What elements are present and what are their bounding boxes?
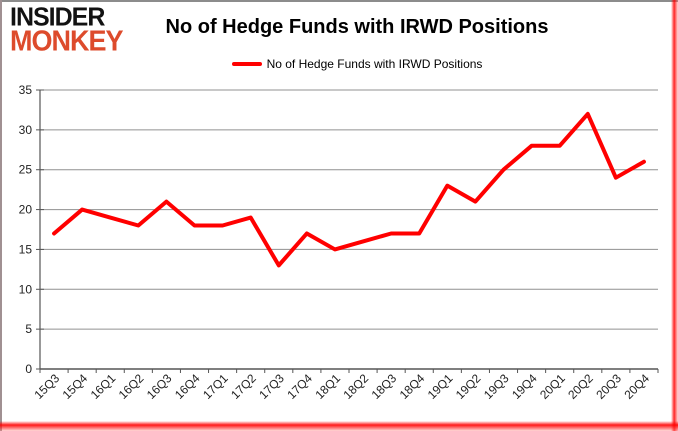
x-tick-label: 16Q3: [144, 371, 175, 402]
x-tick-label: 20Q3: [593, 371, 624, 402]
y-tick-label: 30: [19, 123, 33, 137]
legend-label: No of Hedge Funds with IRWD Positions: [266, 57, 483, 71]
y-tick-label: 5: [25, 322, 32, 336]
insider-monkey-logo: INSIDER MONKEY: [10, 2, 124, 57]
x-tick-label: 18Q2: [341, 371, 372, 402]
chart-title: No of Hedge Funds with IRWD Positions: [165, 16, 549, 38]
x-tick-label: 15Q4: [60, 371, 91, 402]
legend-line-swatch: [231, 62, 262, 66]
series-line: [52, 111, 646, 268]
frame-right-red-glow: [671, 0, 678, 431]
x-tick-label: 18Q3: [369, 371, 400, 402]
x-tick-label: 17Q2: [228, 371, 259, 402]
x-tick-label: 20Q4: [621, 371, 652, 402]
frame-bottom-red-glow: [0, 421, 678, 431]
logo-monkey-text: MONKEY: [10, 25, 124, 57]
x-tick-label: 17Q1: [200, 371, 231, 402]
x-tick-label: 19Q1: [425, 371, 456, 402]
y-tick-label: 15: [19, 242, 33, 256]
x-tick-label: 19Q4: [509, 371, 540, 402]
frame-left-edge: [0, 0, 2, 431]
x-tick-label: 16Q2: [116, 371, 147, 402]
y-tick-label: 20: [19, 203, 33, 217]
x-tick-label: 16Q1: [88, 371, 119, 402]
y-tick-label: 25: [19, 163, 33, 177]
x-tick-label: 19Q2: [453, 371, 484, 402]
frame-top-edge: [0, 0, 678, 2]
x-tick-label: 17Q4: [284, 371, 315, 402]
x-tick-label: 20Q1: [537, 371, 568, 402]
y-tick-label: 35: [19, 83, 33, 97]
x-tick-label: 20Q2: [565, 371, 596, 402]
y-tick-label: 0: [25, 362, 32, 376]
y-tick-label: 10: [19, 282, 33, 296]
x-tick-label: 19Q3: [481, 371, 512, 402]
x-tick-label: 18Q1: [312, 371, 343, 402]
x-tick-label: 15Q3: [32, 371, 63, 402]
x-tick-label: 17Q3: [256, 371, 287, 402]
x-tick-label: 16Q4: [172, 371, 203, 402]
logo-insider-text: INSIDER: [10, 2, 105, 32]
x-tick-label: 18Q4: [397, 371, 428, 402]
chart-legend: No of Hedge Funds with IRWD Positions: [48, 57, 666, 71]
